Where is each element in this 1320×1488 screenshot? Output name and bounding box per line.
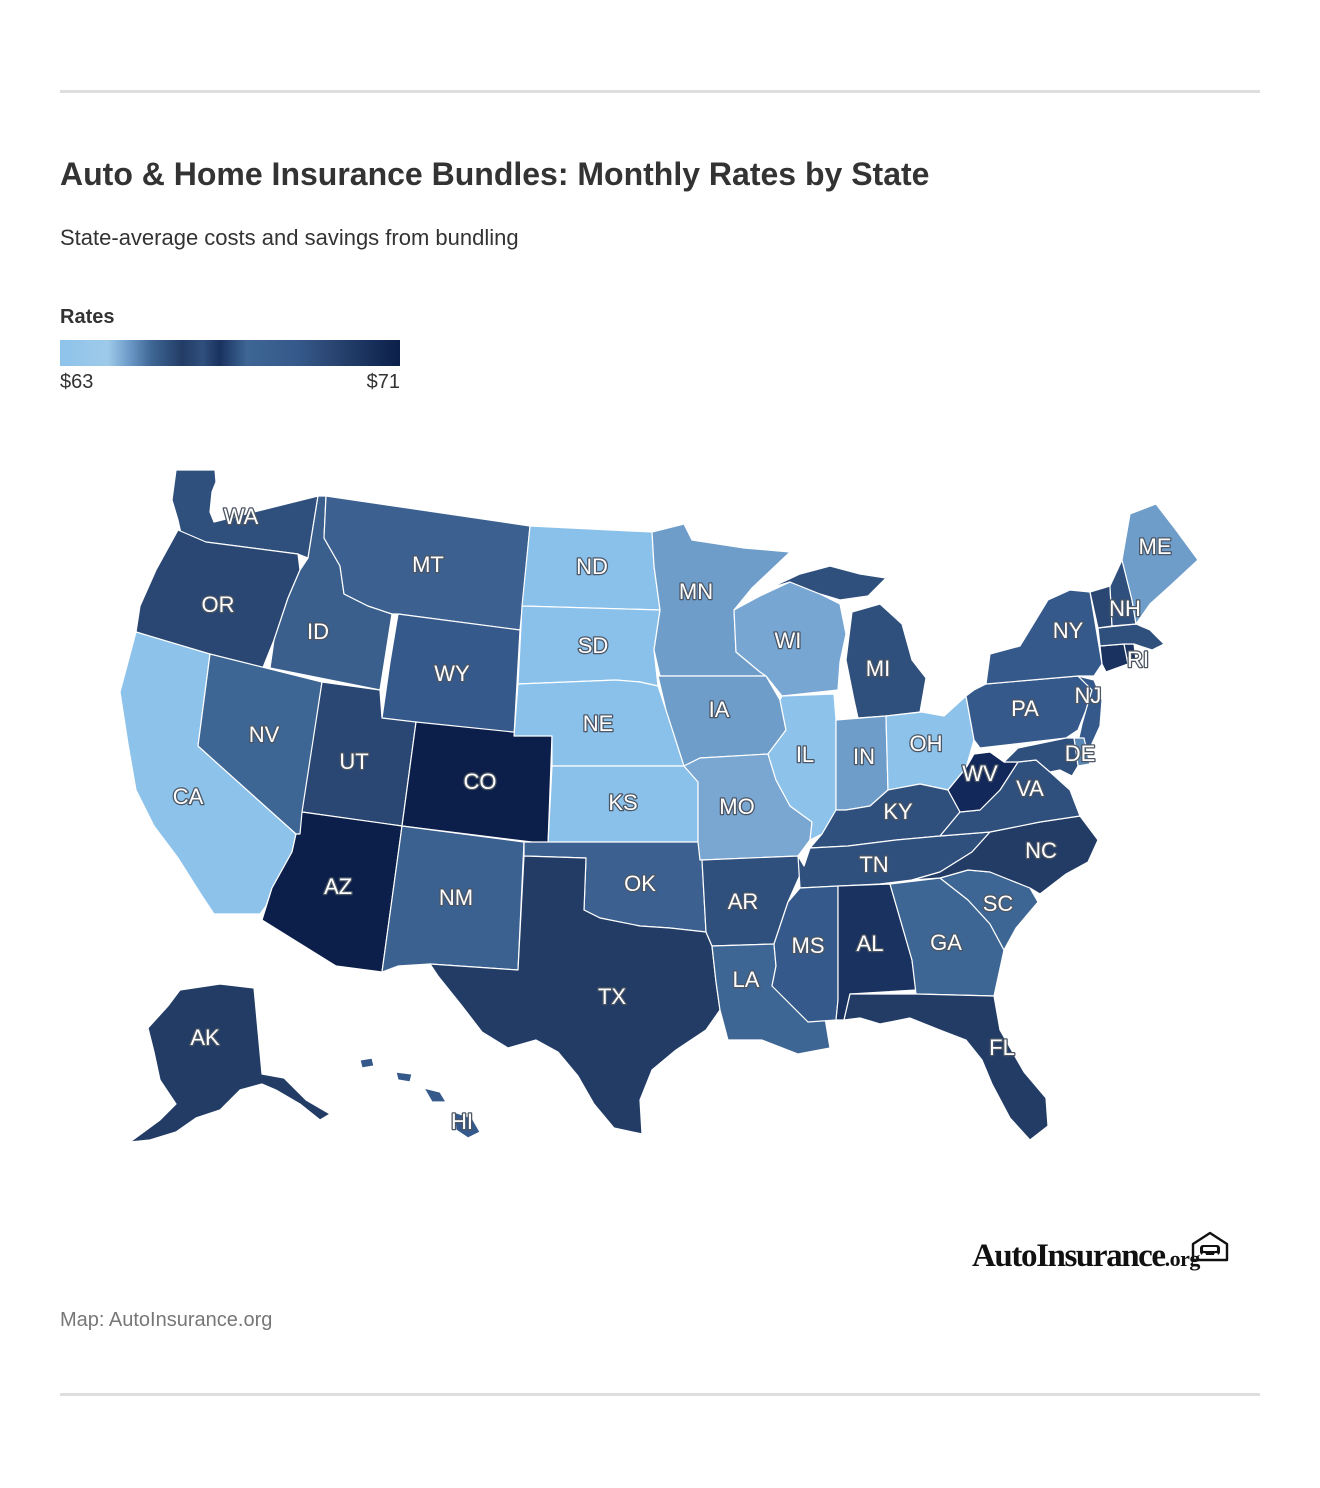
state-label-ok: OK <box>624 871 656 896</box>
legend-min-label: $63 <box>60 371 94 393</box>
state-label-ky: KY <box>883 799 913 824</box>
state-label-mn: MN <box>679 579 713 604</box>
state-label-wa: WA <box>224 504 259 529</box>
state-MS[interactable] <box>771 885 839 1023</box>
state-label-mi: MI <box>866 656 890 681</box>
state-label-hi: HI <box>451 1109 473 1134</box>
state-label-me: ME <box>1139 534 1172 559</box>
state-TX[interactable] <box>429 855 721 1135</box>
state-ME[interactable] <box>1121 503 1199 625</box>
state-label-nh: NH <box>1109 596 1141 621</box>
state-label-pa: PA <box>1011 696 1039 721</box>
state-label-ca: CA <box>173 784 204 809</box>
state-label-al: AL <box>857 931 884 956</box>
state-label-tn: TN <box>859 852 888 877</box>
state-label-la: LA <box>733 967 760 992</box>
state-label-az: AZ <box>324 874 352 899</box>
state-NY[interactable] <box>985 589 1103 685</box>
state-HI[interactable] <box>453 1111 481 1139</box>
state-MD[interactable] <box>1003 737 1079 777</box>
state-MI-upper[interactable] <box>769 565 887 601</box>
chart-title: Auto & Home Insurance Bundles: Monthly R… <box>60 156 930 192</box>
state-label-wy: WY <box>434 661 470 686</box>
state-label-ms: MS <box>792 933 825 958</box>
state-label-ar: AR <box>728 889 759 914</box>
state-FL[interactable] <box>843 993 1049 1141</box>
state-CT[interactable] <box>1099 643 1129 673</box>
legend-gradient-bar <box>60 340 400 366</box>
logo-name: AutoInsurance <box>972 1238 1166 1274</box>
state-HI-islands[interactable] <box>359 1057 447 1103</box>
top-divider <box>60 90 1260 93</box>
state-label-ks: KS <box>608 790 637 815</box>
state-label-in: IN <box>853 744 875 769</box>
state-label-va: VA <box>1016 776 1044 801</box>
state-label-or: OR <box>202 592 235 617</box>
state-label-ia: IA <box>709 697 730 722</box>
state-label-nc: NC <box>1025 838 1057 863</box>
legend-title: Rates <box>60 306 115 328</box>
state-label-il: IL <box>796 742 814 767</box>
state-label-wi: WI <box>775 628 802 653</box>
map-source: Map: AutoInsurance.org <box>60 1309 273 1331</box>
state-label-co: CO <box>464 769 497 794</box>
state-label-sc: SC <box>983 891 1014 916</box>
state-label-ut: UT <box>339 749 368 774</box>
state-label-nv: NV <box>249 722 280 747</box>
state-label-nd: ND <box>576 554 608 579</box>
bottom-divider <box>60 1393 1260 1396</box>
state-label-nj: NJ <box>1075 683 1102 708</box>
state-label-ri: RI <box>1127 647 1149 672</box>
legend-max-label: $71 <box>366 371 400 393</box>
state-label-tx: TX <box>598 984 626 1009</box>
state-label-ga: GA <box>930 930 962 955</box>
state-label-id: ID <box>307 619 329 644</box>
state-label-wv: WV <box>962 761 998 786</box>
state-MA[interactable] <box>1097 623 1165 651</box>
state-label-nm: NM <box>439 885 473 910</box>
state-label-ny: NY <box>1053 618 1084 643</box>
state-label-ak: AK <box>190 1025 220 1050</box>
state-label-mo: MO <box>719 794 754 819</box>
state-NC[interactable] <box>911 815 1099 895</box>
state-label-ne: NE <box>583 711 614 736</box>
car-garage-icon <box>1191 1231 1229 1262</box>
state-label-de: DE <box>1065 741 1096 766</box>
state-AK[interactable] <box>129 983 331 1143</box>
state-label-fl: FL <box>989 1035 1015 1060</box>
chart-subtitle: State-average costs and savings from bun… <box>60 225 519 250</box>
state-label-oh: OH <box>910 731 943 756</box>
legend-gradient <box>60 340 400 366</box>
state-label-mt: MT <box>412 552 444 577</box>
logo-suffix: .org <box>1164 1246 1201 1271</box>
state-label-sd: SD <box>578 633 609 658</box>
logo-wordmark: AutoInsurance.org <box>972 1238 1200 1275</box>
